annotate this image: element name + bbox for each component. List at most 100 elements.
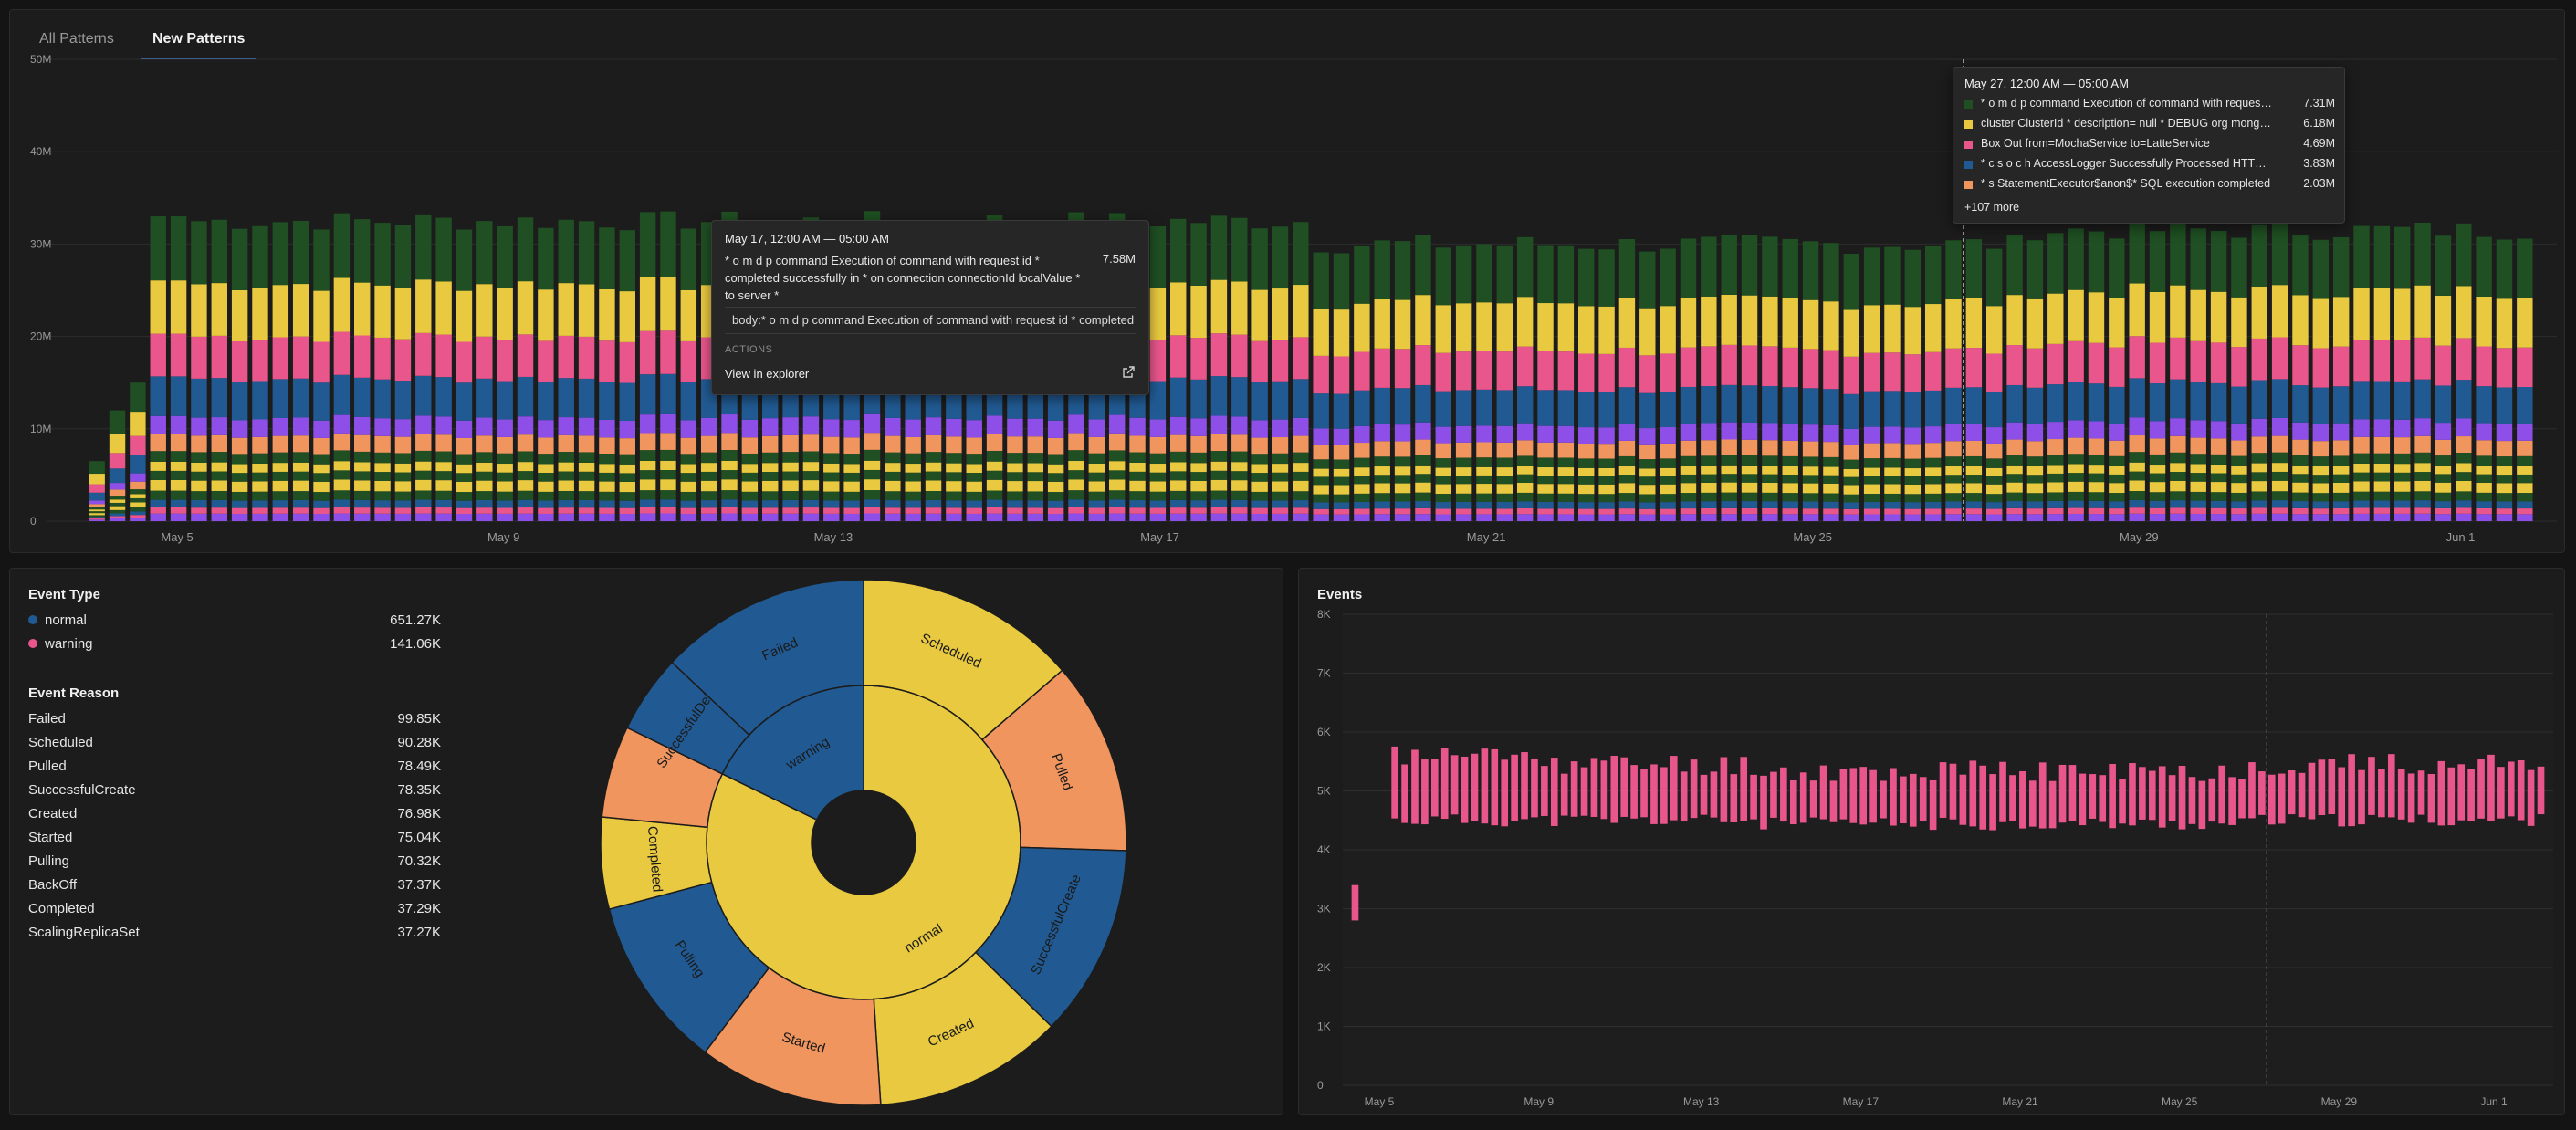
stacked-bar-segment[interactable] (292, 417, 309, 436)
stacked-bar-segment[interactable] (802, 499, 820, 508)
stacked-bar-segment[interactable] (946, 463, 962, 473)
event-bar[interactable] (1700, 774, 1708, 815)
event-bar[interactable] (1391, 746, 1398, 819)
stacked-bar-segment[interactable] (2088, 473, 2105, 483)
stacked-bar-segment[interactable] (885, 417, 901, 436)
stacked-bar-segment[interactable] (2251, 224, 2267, 287)
stacked-bar-segment[interactable] (272, 500, 289, 508)
stacked-bar-segment[interactable] (1129, 417, 1146, 436)
stacked-bar-segment[interactable] (1924, 426, 1942, 444)
event-bar[interactable] (2338, 767, 2346, 827)
stacked-bar-segment[interactable] (211, 417, 227, 435)
stacked-bar-segment[interactable] (1231, 490, 1248, 500)
stacked-bar-segment[interactable] (211, 480, 227, 491)
stacked-bar-segment[interactable] (639, 479, 656, 491)
stacked-bar-segment[interactable] (1762, 455, 1778, 466)
stacked-bar-segment[interactable] (2353, 463, 2370, 473)
stacked-bar-segment[interactable] (2231, 386, 2247, 424)
stacked-bar-segment[interactable] (660, 373, 676, 414)
stacked-bar-segment[interactable] (1537, 425, 1554, 443)
stacked-bar-segment[interactable] (578, 462, 595, 472)
stacked-bar-segment[interactable] (660, 460, 676, 470)
stacked-bar-segment[interactable] (394, 472, 412, 482)
stacked-bar-segment[interactable] (1496, 484, 1513, 494)
stacked-bar-segment[interactable] (1986, 484, 2003, 495)
stacked-bar-segment[interactable] (1313, 494, 1329, 503)
stacked-bar-segment[interactable] (1129, 471, 1146, 481)
stacked-bar-segment[interactable] (2456, 507, 2472, 514)
stacked-bar-segment[interactable] (1333, 459, 1350, 469)
stacked-bar-segment[interactable] (1047, 464, 1064, 474)
stacked-bar-segment[interactable] (2517, 298, 2533, 348)
stacked-bar-segment[interactable] (1333, 494, 1350, 503)
stacked-bar-segment[interactable] (2456, 513, 2472, 521)
stacked-bar-segment[interactable] (1354, 457, 1370, 468)
stacked-bar-segment[interactable] (2394, 513, 2411, 521)
stacked-bar-segment[interactable] (578, 480, 595, 492)
stacked-bar-segment[interactable] (1027, 472, 1043, 482)
stacked-bar-segment[interactable] (2435, 474, 2452, 483)
stacked-bar-segment[interactable] (1108, 450, 1126, 462)
stacked-bar-segment[interactable] (2210, 492, 2227, 501)
stacked-bar-segment[interactable] (2170, 507, 2186, 514)
stacked-bar-segment[interactable] (1027, 481, 1043, 492)
stacked-bar-segment[interactable] (1762, 346, 1778, 386)
stacked-bar-segment[interactable] (1476, 389, 1492, 426)
stacked-bar-segment[interactable] (2496, 456, 2513, 466)
stacked-bar-segment[interactable] (2332, 236, 2350, 298)
stacked-bar-segment[interactable] (2231, 297, 2247, 348)
stacked-bar-segment[interactable] (497, 513, 513, 521)
stacked-bar-segment[interactable] (1415, 439, 1431, 455)
stacked-bar-segment[interactable] (2373, 453, 2391, 464)
stacked-bar-segment[interactable] (231, 473, 248, 482)
stacked-bar-segment[interactable] (150, 470, 166, 480)
stacked-bar-segment[interactable] (762, 463, 779, 473)
stacked-bar-segment[interactable] (721, 460, 738, 471)
stacked-bar-segment[interactable] (1272, 226, 1289, 289)
stacked-bar-segment[interactable] (1578, 476, 1595, 485)
stacked-bar-segment[interactable] (2006, 474, 2023, 483)
stacked-bar-segment[interactable] (1027, 463, 1043, 473)
stacked-bar-segment[interactable] (2496, 501, 2513, 509)
stacked-bar-segment[interactable] (1149, 491, 1167, 501)
stacked-bar-segment[interactable] (1965, 239, 1983, 298)
stacked-bar-segment[interactable] (374, 507, 391, 514)
event-type-row[interactable]: normal 651.27K (28, 609, 441, 631)
stacked-bar-segment[interactable] (1047, 492, 1064, 501)
stacked-bar-segment[interactable] (2394, 419, 2411, 438)
stacked-bar-segment[interactable] (1986, 458, 2003, 468)
tooltip-body-query[interactable]: body:* o m d p command Execution of comm… (725, 307, 1136, 334)
stacked-bar-segment[interactable] (2373, 288, 2391, 340)
stacked-bar-segment[interactable] (1435, 494, 1451, 503)
stacked-bar-segment[interactable] (1210, 499, 1228, 507)
stacked-bar-segment[interactable] (2251, 513, 2267, 521)
event-bar[interactable] (2038, 762, 2047, 829)
stacked-bar-segment[interactable] (354, 416, 371, 435)
stacked-bar-segment[interactable] (1986, 306, 2003, 354)
stacked-bar-segment[interactable] (1210, 279, 1228, 334)
stacked-bar-segment[interactable] (680, 464, 697, 474)
stacked-bar-segment[interactable] (1945, 441, 1962, 457)
stacked-bar-segment[interactable] (1843, 514, 1859, 521)
stacked-bar-segment[interactable] (1149, 481, 1167, 492)
stacked-bar-segment[interactable] (2496, 298, 2513, 349)
stacked-bar-segment[interactable] (1578, 392, 1595, 428)
stacked-bar-segment[interactable] (2292, 345, 2309, 386)
stacked-bar-segment[interactable] (1986, 514, 2003, 521)
stacked-bar-segment[interactable] (762, 452, 779, 464)
stacked-bar-segment[interactable] (1904, 514, 1922, 521)
stacked-bar-segment[interactable] (925, 452, 942, 463)
stacked-bar-segment[interactable] (150, 479, 166, 491)
stacked-bar-segment[interactable] (1415, 384, 1431, 423)
stacked-bar-segment[interactable] (2026, 514, 2044, 521)
stacked-bar-segment[interactable] (1293, 285, 1309, 338)
stacked-bar-segment[interactable] (2456, 380, 2472, 419)
stacked-bar-segment[interactable] (1027, 436, 1043, 454)
stacked-bar-segment[interactable] (1333, 309, 1350, 357)
event-bar[interactable] (2148, 770, 2156, 821)
stacked-bar-segment[interactable] (1251, 340, 1268, 382)
stacked-bar-segment[interactable] (374, 285, 391, 338)
stacked-bar-segment[interactable] (1333, 356, 1350, 394)
stacked-bar-segment[interactable] (1313, 309, 1329, 356)
stacked-bar-segment[interactable] (1435, 458, 1451, 468)
